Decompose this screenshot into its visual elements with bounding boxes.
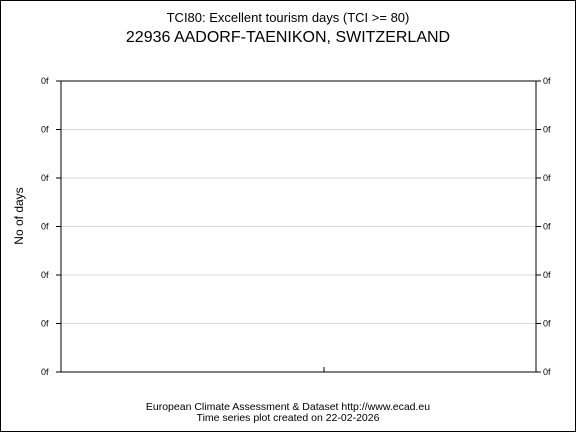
footer-source: European Climate Assessment & Dataset ht… (146, 401, 430, 413)
y-tick-label-right: 0f (543, 319, 551, 329)
y-tick-label-left: 0f (41, 173, 49, 183)
y-axis-ticks: 0f 0f 0f 0f 0f 0f 0f 0f 0f 0f 0f 0f 0f 0f (41, 76, 551, 377)
y-tick-label-right: 0f (543, 367, 551, 377)
y-tick-label-left: 0f (41, 76, 49, 86)
y-tick-label-left: 0f (41, 125, 49, 135)
y-tick-label-left: 0f (41, 319, 49, 329)
y-tick-label-left: 0f (41, 367, 49, 377)
y-tick-label-right: 0f (543, 76, 551, 86)
y-tick-label-right: 0f (543, 125, 551, 135)
y-tick-label-right: 0f (543, 222, 551, 232)
footer-created: Time series plot created on 22-02-2026 (197, 412, 380, 424)
y-tick-label-left: 0f (41, 222, 49, 232)
y-tick-label-right: 0f (543, 270, 551, 280)
gridlines (61, 129, 536, 324)
chart-title: TCI80: Excellent tourism days (TCI >= 80… (167, 10, 410, 25)
chart-subtitle: 22936 AADORF-TAENIKON, SWITZERLAND (126, 29, 450, 46)
y-tick-label-left: 0f (41, 270, 49, 280)
y-tick-label-right: 0f (543, 173, 551, 183)
y-axis-label: No of days (12, 187, 26, 244)
